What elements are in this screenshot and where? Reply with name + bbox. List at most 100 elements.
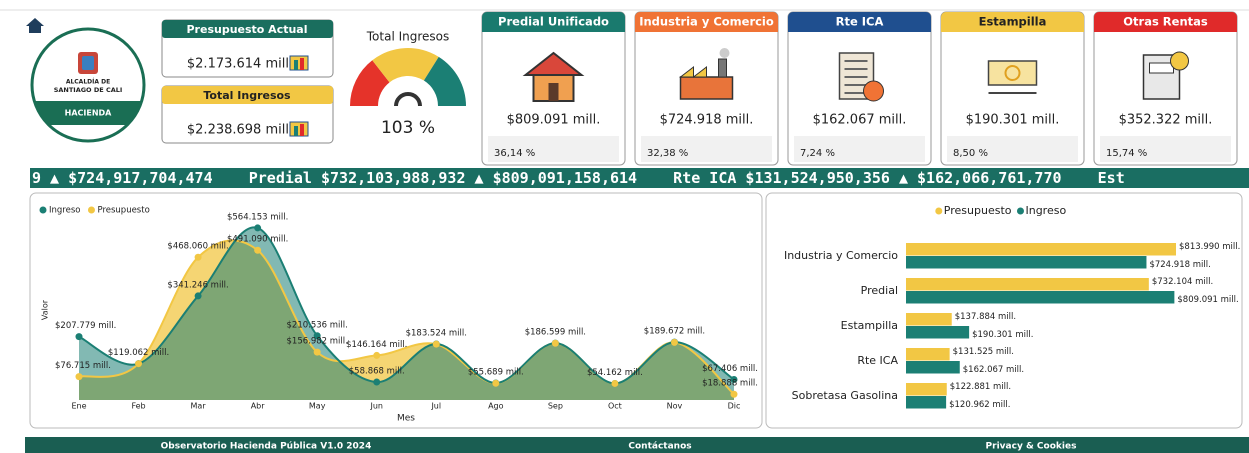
- x-tick-label: Mar: [191, 402, 207, 411]
- card-share: 7,24 %: [800, 148, 835, 159]
- logo: ALCALDÍA DE SANTIAGO DE CALI HACIENDA: [30, 29, 146, 141]
- x-tick-label: Sep: [548, 402, 563, 411]
- category-card: Estampilla$190.301 mill.8,50 %: [941, 12, 1084, 165]
- bar: [906, 278, 1149, 291]
- x-tick-label: Dic: [728, 402, 741, 411]
- data-label: $491.090 mill.: [227, 235, 288, 245]
- icon: [720, 48, 730, 58]
- logo-emblem-inner: [82, 56, 94, 70]
- category-card: Predial Unificado $809.091 mill. 36,14 %: [482, 12, 625, 165]
- icon: [1171, 52, 1189, 70]
- data-label: $58.868 mill.: [349, 367, 405, 377]
- data-label: $186.599 mill.: [525, 328, 586, 338]
- card-amount: $724.918 mill.: [660, 113, 754, 128]
- card-share: 32,38 %: [647, 148, 688, 159]
- card-title: Rte ICA: [836, 15, 884, 29]
- logo-unit: HACIENDA: [65, 109, 113, 118]
- legend-label: Presupuesto: [944, 204, 1012, 217]
- y-tick-label: Estampilla: [841, 319, 898, 332]
- bar: [906, 313, 952, 326]
- kpi-icon: [290, 122, 308, 136]
- category-card: Industria y Comercio$724.918 mill.32,38 …: [635, 12, 778, 165]
- point: [552, 340, 559, 347]
- data-label: $732.104 mill.: [1152, 277, 1213, 287]
- kpi-value: $2.173.614 mill.: [187, 57, 293, 72]
- point: [135, 360, 142, 367]
- footer-link[interactable]: Observatorio Hacienda Pública V1.0 2024: [161, 442, 372, 452]
- card-title: Estampilla: [979, 15, 1047, 29]
- kpi-title: Presupuesto Actual: [187, 23, 308, 36]
- data-label: $122.881 mill.: [950, 382, 1011, 392]
- bar: [906, 291, 1174, 304]
- point: [671, 339, 678, 346]
- data-label: $809.091 mill.: [1177, 295, 1238, 305]
- x-tick-label: May: [309, 402, 326, 411]
- bar: [906, 383, 947, 396]
- x-tick-label: Jun: [369, 402, 383, 411]
- card-amount: $162.067 mill.: [813, 113, 907, 128]
- data-label: $210.536 mill.: [287, 320, 348, 330]
- x-tick-label: Abr: [251, 402, 266, 411]
- card-share: 15,74 %: [1106, 148, 1147, 159]
- point: [373, 379, 380, 386]
- data-label: $724.918 mill.: [1149, 260, 1210, 270]
- bar: [906, 326, 969, 339]
- point: [195, 254, 202, 261]
- data-label: $189.672 mill.: [644, 327, 705, 337]
- legend-label: Presupuesto: [97, 206, 149, 216]
- bar: [906, 256, 1146, 269]
- data-label: $162.067 mill.: [963, 365, 1024, 375]
- legend-swatch: [1017, 208, 1024, 215]
- legend-swatch: [40, 207, 47, 214]
- point: [433, 341, 440, 348]
- data-label: $67.406 mill.: [702, 364, 758, 374]
- point: [254, 247, 261, 254]
- gauge-title: Total Ingresos: [366, 30, 450, 44]
- ticker: 9 ▲ $724,917,704,474 Predial $732,103,98…: [32, 169, 1125, 187]
- point: [492, 380, 499, 387]
- icon: [989, 61, 1037, 85]
- kpi-value: $2.238.698 mill.: [187, 123, 293, 138]
- gauge-value: 103 %: [381, 118, 435, 138]
- kpi-icon: [294, 126, 298, 136]
- y-axis-title: Valor: [41, 299, 50, 320]
- card-title: Predial Unificado: [498, 15, 609, 29]
- category-card: Otras Rentas $352.322 mill. 15,74 %: [1094, 12, 1237, 165]
- gauge-needle: [396, 94, 420, 106]
- bar: [906, 243, 1176, 256]
- point: [611, 380, 618, 387]
- point: [314, 349, 321, 356]
- point: [373, 352, 380, 359]
- data-label: $468.060 mill.: [167, 242, 228, 252]
- y-tick-label: Rte ICA: [857, 354, 898, 367]
- legend-swatch: [88, 207, 95, 214]
- x-axis-title: Mes: [397, 414, 415, 424]
- bar: [906, 348, 950, 361]
- data-label: $119.062 mill.: [108, 348, 169, 358]
- card-amount: $809.091 mill.: [507, 113, 601, 128]
- x-tick-label: Feb: [131, 402, 145, 411]
- icon: [1150, 63, 1174, 73]
- y-tick-label: Industria y Comercio: [784, 249, 898, 262]
- data-label: $76.715 mill.: [55, 361, 111, 371]
- gauge: Total Ingresos 103 %: [350, 30, 466, 139]
- data-label: $564.153 mill.: [227, 212, 288, 222]
- home-button[interactable]: [26, 18, 44, 33]
- x-tick-label: Jul: [430, 402, 441, 411]
- card-share: 36,14 %: [494, 148, 535, 159]
- x-tick-label: Ago: [488, 402, 504, 411]
- footer-link[interactable]: Contáctanos: [628, 442, 691, 452]
- data-label: $55.689 mill.: [468, 368, 524, 378]
- y-tick-label: Sobretasa Gasolina: [792, 389, 898, 402]
- dashboard: ALCALDÍA DE SANTIAGO DE CALI HACIENDA To…: [0, 0, 1249, 453]
- footer-link[interactable]: Privacy & Cookies: [986, 442, 1077, 452]
- card-title: Otras Rentas: [1123, 15, 1208, 29]
- bar: [906, 361, 960, 374]
- point: [195, 292, 202, 299]
- data-label: $137.884 mill.: [955, 312, 1016, 322]
- bar: [906, 396, 946, 409]
- point: [731, 391, 738, 398]
- home-icon[interactable]: [26, 18, 44, 33]
- card-amount: $352.322 mill.: [1119, 113, 1213, 128]
- category-card: Rte ICA $162.067 mill. 7,24 %: [788, 12, 931, 165]
